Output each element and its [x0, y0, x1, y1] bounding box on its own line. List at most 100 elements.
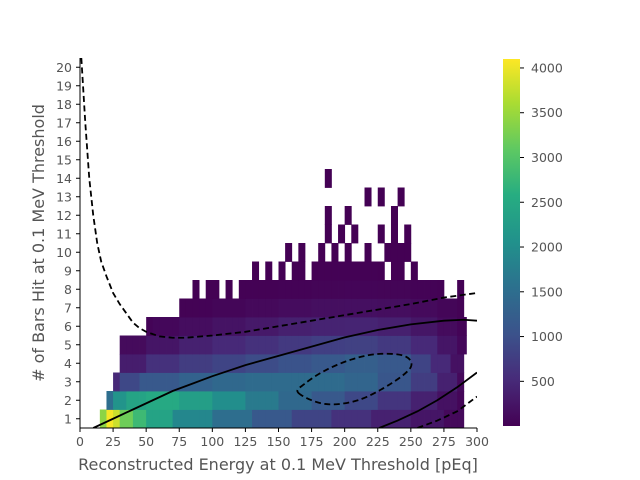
x-tick-label: 0	[76, 434, 84, 449]
heatmap-cell	[265, 280, 273, 299]
heatmap-cell	[318, 317, 326, 336]
heatmap-cell	[113, 372, 121, 392]
heatmap-cell	[304, 335, 312, 355]
heatmap-cell	[318, 391, 326, 410]
colorbar-tick-label: 2500	[531, 195, 563, 210]
heatmap-cell	[278, 280, 286, 299]
heatmap-cell	[344, 335, 352, 355]
heatmap-cell	[404, 280, 412, 299]
heatmap-cell	[417, 409, 425, 429]
heatmap-cell	[450, 372, 458, 392]
heatmap-cell	[159, 391, 167, 410]
heatmap-cell	[126, 391, 134, 410]
heatmap-cell	[463, 335, 467, 355]
heatmap-cell	[331, 335, 339, 355]
y-tick-label: 18	[56, 97, 72, 112]
heatmap-cell	[404, 372, 412, 392]
heatmap-cell	[318, 409, 326, 429]
heatmap-cell	[258, 280, 266, 299]
heatmap-cell	[457, 354, 465, 373]
heatmap-cell	[377, 187, 385, 207]
x-tick-label: 25	[105, 434, 121, 449]
heatmap-cell	[357, 261, 365, 281]
x-axis-label: Reconstructed Energy at 0.1 MeV Threshol…	[78, 455, 478, 474]
heatmap-cell	[437, 354, 445, 373]
heatmap-cell	[132, 409, 140, 429]
heatmap-cell	[437, 317, 445, 336]
heatmap-cell	[351, 298, 359, 318]
heatmap-cell	[430, 391, 438, 410]
heatmap-cell	[397, 298, 405, 318]
heatmap-cell	[331, 243, 339, 262]
heatmap-cell	[132, 372, 140, 392]
heatmap-cell	[132, 335, 140, 355]
heatmap-cell	[212, 298, 220, 318]
heatmap-cell	[252, 317, 260, 336]
heatmap-cell	[450, 317, 458, 336]
heatmap-cell	[271, 298, 279, 318]
heatmap-cell	[119, 372, 127, 392]
heatmap-cell	[139, 391, 147, 410]
heatmap-cell	[404, 409, 412, 429]
heatmap-cell	[265, 335, 273, 355]
heatmap-cell	[338, 335, 346, 355]
heatmap-cell	[364, 280, 372, 299]
heatmap-cell	[404, 354, 412, 373]
heatmap-cell	[192, 298, 200, 318]
y-tick-label: 2	[64, 393, 72, 408]
heatmap-cell	[430, 298, 438, 318]
y-tick-label: 20	[56, 60, 72, 75]
heatmap-cell	[232, 409, 240, 429]
heatmap-cell	[199, 335, 207, 355]
heatmap-cell	[344, 280, 352, 299]
heatmap-cell	[258, 335, 266, 355]
heatmap-cell	[390, 206, 398, 225]
heatmap-cell	[218, 317, 226, 336]
heatmap-cell	[324, 391, 332, 410]
heatmap-cell	[410, 280, 418, 299]
colorbar-tick-label: 3000	[531, 150, 563, 165]
y-tick-label: 3	[64, 374, 72, 389]
heatmap-cell	[271, 354, 279, 373]
heatmap-cell	[285, 372, 293, 392]
x-tick-label: 200	[333, 434, 357, 449]
heatmap-cell	[291, 391, 299, 410]
heatmap-cell	[166, 354, 174, 373]
heatmap-cell	[278, 409, 286, 429]
heatmap-cell	[351, 261, 359, 281]
x-tick-label: 250	[399, 434, 423, 449]
heatmap-cell	[278, 372, 286, 392]
heatmap-cell	[457, 335, 465, 355]
heatmap-cell	[371, 261, 379, 281]
heatmap-cell	[390, 243, 398, 262]
heatmap-cell	[278, 391, 286, 410]
heatmap-cell	[424, 335, 432, 355]
heatmap-cell	[225, 298, 233, 318]
heatmap-cell	[344, 261, 352, 281]
y-tick-label: 16	[56, 134, 72, 149]
heatmap-cell	[146, 409, 154, 429]
heatmap-cell	[192, 391, 200, 410]
heatmap-cell	[344, 354, 352, 373]
heatmap-cell	[457, 317, 465, 336]
heatmap-cell	[384, 354, 392, 373]
heatmap-cell	[146, 317, 154, 336]
heatmap-cell	[371, 335, 379, 355]
heatmap-cell	[265, 317, 273, 336]
heatmap-cell	[331, 261, 339, 281]
heatmap-cell	[245, 317, 253, 336]
heatmap-cell	[271, 280, 279, 299]
heatmap-cell	[192, 317, 200, 336]
heatmap-cell	[377, 391, 385, 410]
heatmap-cell	[185, 354, 193, 373]
heatmap-cell	[126, 409, 134, 429]
heatmap-cell	[371, 317, 379, 336]
colorbar-tick-label: 3500	[531, 105, 563, 120]
heatmap-cell	[166, 409, 174, 429]
heatmap-cell	[390, 261, 398, 281]
heatmap-cell	[159, 409, 167, 429]
heatmap-cell	[457, 391, 465, 410]
heatmap-cell	[132, 354, 140, 373]
heatmap-cell	[331, 354, 339, 373]
heatmap-cell	[106, 409, 114, 429]
